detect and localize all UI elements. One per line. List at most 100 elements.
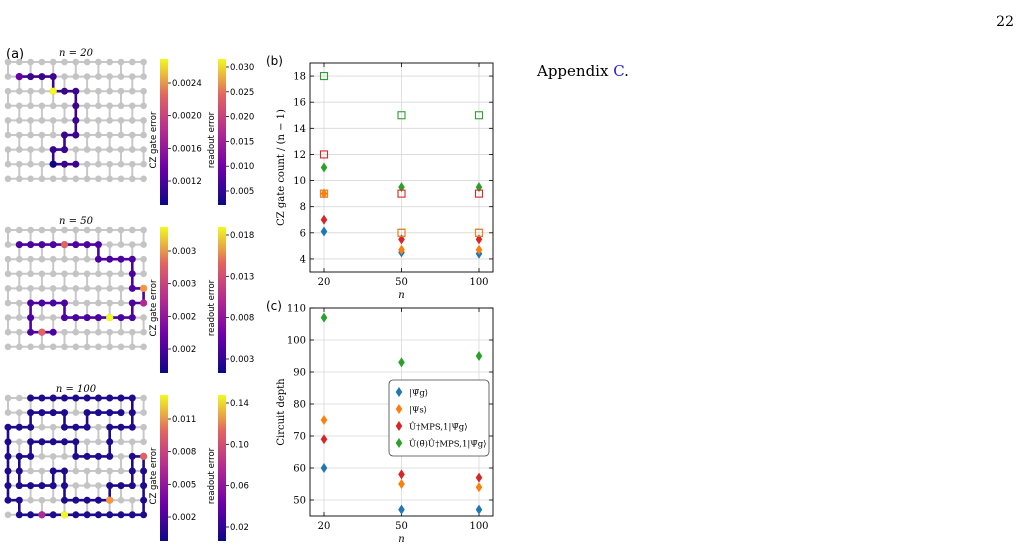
lattice-title: n = 100 [56,384,97,395]
y-tick-label: 10 [293,176,306,187]
readout-tick-label: 0.015 [230,137,254,147]
cz-tick-label: 0.0016 [172,144,202,154]
readout-tick-label: 0.14 [230,399,249,409]
data-point-diamond [320,214,328,225]
readout-colorbar-label: readout error [207,279,217,336]
legend-box [388,379,490,457]
lattice-3: n = 100 [4,384,148,519]
data-point-square [474,111,484,120]
y-tick-label: 80 [293,400,306,411]
lattice-title: n = 50 [59,216,94,227]
legend-marker [395,438,403,448]
data-point-diamond [320,162,328,173]
legend-entry: Û†MPS,1|Ψ̃g⟩ [409,421,468,433]
data-point-diamond [475,351,483,361]
legend-marker [395,421,403,431]
cz-tick-label: 0.002 [172,513,196,523]
appendix-link[interactable]: C [613,62,625,80]
legend-entry: Û(θ̄)Û†MPS,1|Ψ̃g⟩ [409,438,486,450]
cz-tick-label: 0.0012 [172,177,202,187]
y-tick-label: 16 [293,98,306,109]
data-point-diamond [398,357,405,368]
cz-colorbar-label: CZ gate error [149,111,159,168]
data-point-diamond [475,482,483,493]
cz-tick-label: 0.005 [172,480,196,490]
y-tick-label: 6 [300,228,306,239]
y-tick-label: 60 [293,464,306,475]
data-point-diamond [320,188,328,199]
y-tick-label: 50 [293,496,306,507]
colorbars: 0.0024 0.0020 0.0016 0.0012 CZ gate error 0.0… [149,59,254,541]
readout-tick-label: 0.06 [230,482,249,492]
readout-tick-label: 0.025 [230,88,254,98]
readout-colorbar [218,59,226,205]
y-tick-label: 110 [287,304,306,315]
y-axis-label: Circuit depth [276,378,287,446]
readout-colorbar-label: readout error [207,111,217,168]
data-point-diamond [398,504,405,515]
lattice-maps: n = 20 n = 50 n = 100 [4,48,148,519]
lattice-2: n = 50 [4,216,148,351]
readout-colorbar-label: readout error [207,447,217,504]
x-axis-label: n [398,534,404,545]
readout-tick-label: 0.02 [230,523,249,533]
cz-tick-label: 0.0024 [172,79,202,89]
cz-colorbar-label: CZ gate error [149,447,159,504]
lattice-1: n = 20 [4,48,147,183]
data-point-diamond [320,463,328,473]
cz-tick-label: 0.003 [172,280,196,290]
y-tick-label: 4 [300,254,306,265]
y-tick-label: 8 [300,202,306,213]
lattice-title: n = 20 [59,48,94,59]
panel-label: (c) [266,299,282,313]
readout-tick-label: 0.005 [230,187,254,197]
readout-tick-label: 0.018 [230,231,254,241]
y-tick-label: 18 [293,72,306,83]
data-point-square [474,189,484,198]
data-point-diamond [398,469,405,480]
panel-label: (b) [266,54,283,68]
y-tick-label: 100 [287,336,306,347]
data-point-square [319,150,329,159]
cz-tick-label: 0.008 [172,448,196,458]
data-point-diamond [398,244,405,255]
x-tick-label: 20 [318,277,331,288]
x-tick-label: 20 [318,521,331,532]
cz-tick-label: 0.003 [172,247,196,257]
chart-c: 50 60 70 80 90 100 110 20 50 100 n Circuit depth (c)… [266,299,494,545]
cz-colorbar [160,59,168,205]
data-point-diamond [320,226,328,237]
y-tick-label: 70 [293,432,306,443]
y-tick-label: 14 [293,124,306,135]
y-tick-label: 12 [293,150,306,161]
legend-entry: |Ψs⟩ [409,406,427,416]
data-point-square [319,189,329,198]
cz-tick-label: 0.002 [172,312,196,322]
x-tick-label: 50 [395,521,408,532]
appendix-reference: Appendix C. [537,62,629,80]
data-point-square [397,228,406,237]
data-point-diamond [320,312,328,323]
data-point-diamond [320,434,328,445]
readout-colorbar [218,227,226,373]
legend-entry: |Ψ̃g⟩ [409,388,428,399]
cz-colorbar [160,227,168,373]
cz-colorbar [160,395,168,541]
x-tick-label: 100 [469,277,488,288]
data-point-diamond [475,244,483,255]
data-point-square [319,72,329,81]
panel-a-label: (a) [6,47,24,62]
readout-colorbar [218,395,226,541]
x-tick-label: 100 [469,521,488,532]
cz-tick-label: 0.011 [172,415,196,425]
x-tick-label: 50 [395,277,408,288]
readout-tick-label: 0.003 [230,355,254,365]
data-point-diamond [475,504,483,515]
readout-tick-label: 0.008 [230,314,254,324]
y-axis-label: CZ gate count / (n − 1) [276,109,287,226]
cz-tick-label: 0.0020 [172,112,202,122]
cz-tick-label: 0.002 [172,345,196,355]
readout-tick-label: 0.020 [230,113,254,123]
data-point-diamond [320,415,328,425]
